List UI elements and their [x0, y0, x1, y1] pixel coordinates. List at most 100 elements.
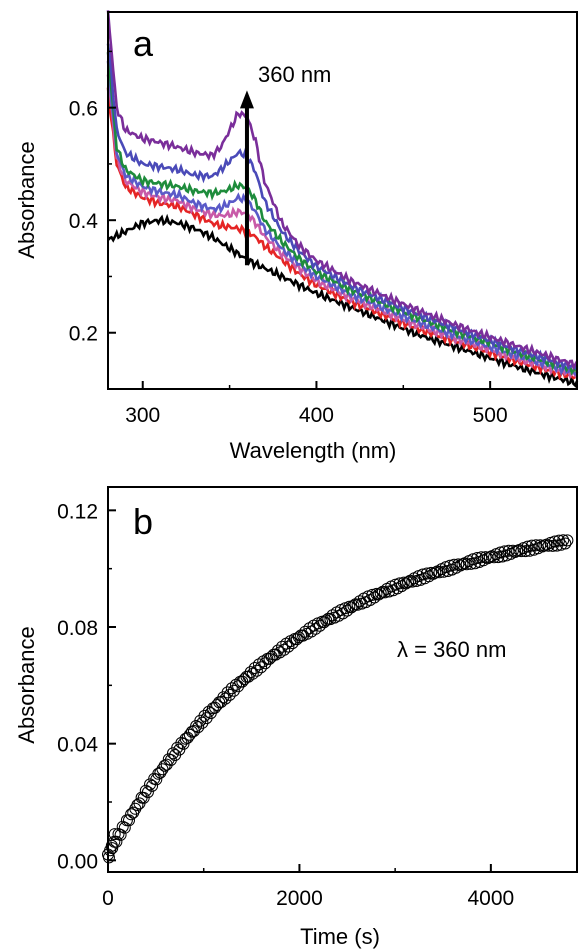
arrow-head	[239, 90, 254, 109]
data-point	[429, 566, 442, 579]
data-point	[276, 640, 289, 653]
data-point	[141, 786, 154, 799]
data-point	[561, 534, 574, 547]
data-point	[337, 607, 349, 620]
data-point	[116, 820, 129, 833]
data-point	[345, 601, 358, 614]
y-tick-label: 0.6	[69, 98, 98, 121]
data-point	[263, 652, 276, 665]
data-point	[223, 688, 236, 701]
x-tick-label: 4000	[467, 887, 514, 910]
data-point	[225, 682, 238, 695]
panel-a-spectra-chart: 300 400 500 0.2 0.4 0.6 a 360 nm Wavelength (…	[14, 10, 579, 463]
panel-a-y-axis-title: Absorbance	[14, 141, 39, 258]
y-tick-label: 0.04	[57, 734, 98, 757]
data-point	[253, 658, 265, 671]
data-point	[250, 664, 263, 677]
panel-b-kinetics-chart: 0 2000 4000 0.00 0.04 0.08 0.12 b λ = 360 nm T…	[14, 486, 578, 949]
data-point	[171, 741, 184, 754]
data-point	[181, 731, 194, 744]
y-tick-label: 0.00	[57, 850, 98, 873]
data-point	[238, 673, 251, 686]
data-point	[110, 835, 123, 848]
data-point	[230, 678, 242, 691]
y-tick-label: 0.2	[69, 323, 98, 346]
x-tick-label: 2000	[276, 887, 323, 910]
data-point	[282, 640, 295, 653]
data-point	[557, 534, 570, 547]
panel-a-ticks: 300 400 500 0.2 0.4 0.6	[69, 50, 508, 427]
data-point	[227, 684, 240, 697]
data-point	[198, 709, 211, 722]
data-point	[374, 587, 387, 600]
data-point	[108, 828, 121, 841]
data-point	[483, 551, 496, 564]
data-point	[488, 551, 500, 564]
data-point	[196, 716, 209, 729]
data-point	[219, 692, 232, 705]
x-tick-label: 400	[299, 404, 334, 427]
data-point	[246, 667, 259, 680]
data-point	[305, 625, 318, 638]
data-point	[255, 661, 268, 674]
data-point	[183, 728, 196, 741]
data-point	[559, 537, 572, 550]
data-point	[217, 691, 230, 704]
data-point	[188, 725, 200, 737]
data-point	[150, 773, 163, 786]
data-point	[244, 666, 257, 679]
data-point	[542, 539, 555, 552]
panel-a-letter: a	[133, 23, 154, 64]
data-point	[456, 558, 469, 571]
spectrum-curve-1	[107, 213, 579, 388]
data-point	[278, 643, 291, 656]
data-point	[154, 766, 167, 779]
spectrum-curve-3	[106, 74, 578, 379]
data-point	[515, 545, 528, 558]
data-point	[318, 616, 331, 629]
spectrum-curve-4	[106, 60, 578, 377]
x-tick-label: 300	[125, 404, 160, 427]
data-point	[118, 821, 131, 834]
panel-b-y-axis-title: Absorbance	[14, 626, 39, 743]
spectrum-curve-5	[106, 52, 579, 376]
data-point	[123, 814, 135, 827]
spectrum-curve-2	[106, 87, 578, 381]
data-point	[202, 705, 215, 718]
panel-a-plot-frame	[107, 11, 578, 390]
data-point	[177, 737, 190, 750]
data-point	[347, 599, 360, 612]
y-tick-label: 0.08	[57, 617, 98, 640]
spectra-curves	[106, 10, 579, 388]
panel-b-ticks: 0 2000 4000 0.00 0.04 0.08 0.12	[57, 500, 514, 910]
data-point	[152, 767, 165, 780]
data-point	[139, 784, 152, 797]
data-point	[131, 799, 144, 811]
x-tick-label: 0	[102, 887, 114, 910]
wavelength-arrow	[239, 90, 254, 266]
kinetics-points	[102, 534, 574, 864]
data-point	[192, 721, 205, 734]
data-point	[351, 598, 364, 611]
data-point	[402, 576, 414, 589]
panel-b-x-axis-title: Time (s)	[300, 924, 380, 949]
data-point	[211, 699, 224, 711]
data-point	[309, 622, 322, 635]
y-tick-label: 0.4	[69, 210, 99, 233]
data-point	[248, 662, 261, 674]
data-point	[460, 558, 473, 571]
data-point	[425, 566, 438, 579]
data-point	[221, 686, 234, 699]
spectrum-curve-6	[106, 43, 579, 372]
data-point	[160, 758, 173, 771]
wavelength-label: λ = 360 nm	[397, 637, 506, 662]
data-point	[156, 763, 169, 776]
panel-a-x-axis-title: Wavelength (nm)	[230, 438, 397, 463]
wavelength-annotation: 360 nm	[258, 62, 331, 87]
y-tick-label: 0.12	[57, 500, 98, 523]
panel-b-plot-frame	[107, 486, 578, 873]
data-point	[368, 591, 381, 604]
data-point	[194, 714, 207, 727]
data-point	[105, 839, 118, 852]
